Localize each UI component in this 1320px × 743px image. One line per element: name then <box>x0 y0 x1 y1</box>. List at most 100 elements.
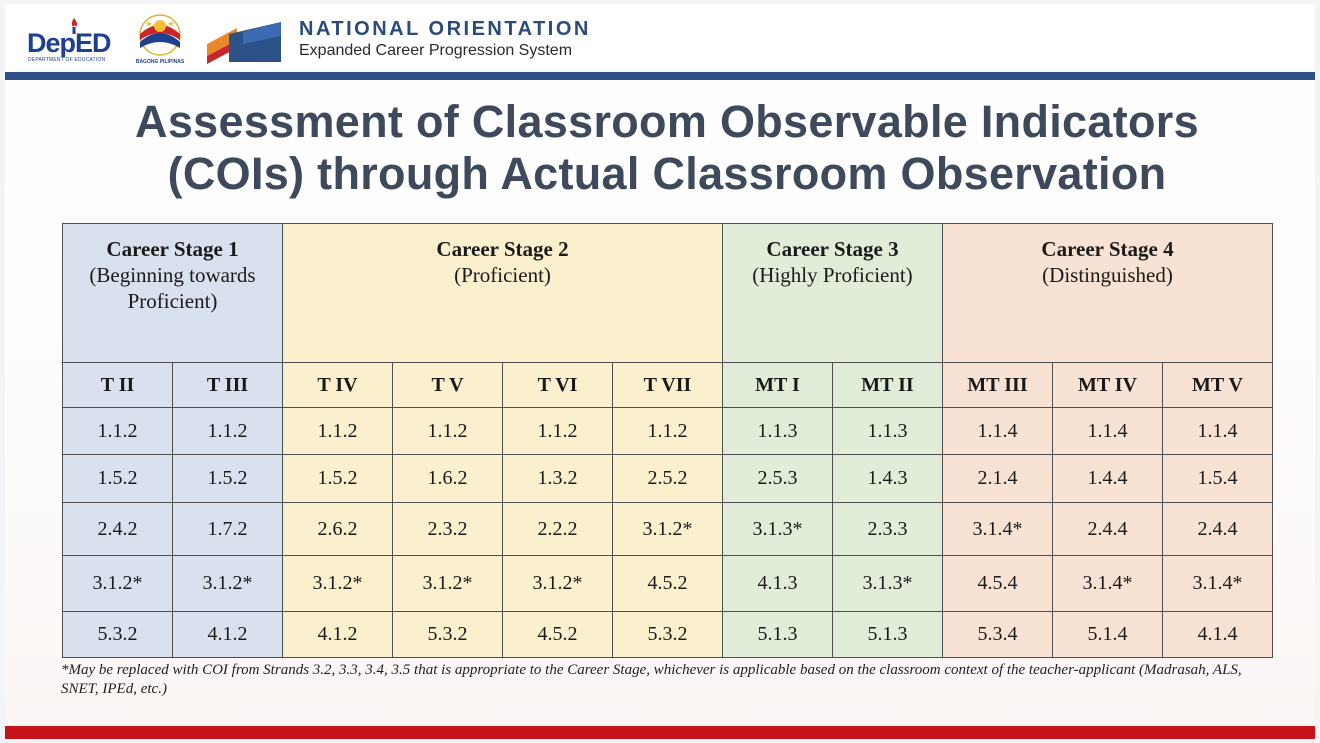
table-cell: 2.6.2 <box>282 502 393 556</box>
position-header-row: T II T III T IV T V T VI T VII MT I MT I… <box>62 362 1273 408</box>
table-row: 5.3.2 4.1.2 4.1.2 5.3.2 4.5.2 5.3.2 5.1.… <box>62 611 1273 658</box>
table-cell: 4.1.3 <box>722 555 833 612</box>
table-cell: 1.1.3 <box>832 407 943 455</box>
table-cell: 1.1.2 <box>612 407 723 455</box>
table-cell: 2.5.3 <box>722 454 833 503</box>
table-cell: 4.5.4 <box>942 555 1053 612</box>
table-cell: 3.1.3* <box>832 555 943 612</box>
table-cell: 1.1.2 <box>62 407 173 455</box>
table-cell: 4.5.2 <box>612 555 723 612</box>
career-stage-3-header: Career Stage 3 (Highly Proficient) <box>722 223 943 363</box>
table-row: 1.5.2 1.5.2 1.5.2 1.6.2 1.3.2 2.5.2 2.5.… <box>62 454 1273 503</box>
table-cell: 2.4.4 <box>1052 502 1163 556</box>
stage-name: Career Stage 2 <box>436 237 569 261</box>
stage-description: (Distinguished) <box>1042 263 1173 287</box>
slide: DepED DEPARTMENT OF EDUCATION BAGONG PIL… <box>5 4 1315 739</box>
position-header: T V <box>392 362 503 408</box>
table-cell: 1.7.2 <box>172 502 283 556</box>
stage-name: Career Stage 3 <box>766 237 899 261</box>
coi-table: Career Stage 1 (Beginning towards Profic… <box>62 223 1273 658</box>
table-cell: 3.1.3* <box>722 502 833 556</box>
table-row: 1.1.2 1.1.2 1.1.2 1.1.2 1.1.2 1.1.2 1.1.… <box>62 407 1273 455</box>
slide-title: Assessment of Classroom Observable Indic… <box>65 96 1269 200</box>
slide-title-line-2: (COIs) through Actual Classroom Observat… <box>167 148 1167 199</box>
table-cell: 1.1.4 <box>942 407 1053 455</box>
position-header: MT IV <box>1052 362 1163 408</box>
career-stage-4-header: Career Stage 4 (Distinguished) <box>942 223 1273 363</box>
header-divider-bar <box>5 72 1315 80</box>
stage-header-row: Career Stage 1 (Beginning towards Profic… <box>62 223 1273 363</box>
table-cell: 1.1.4 <box>1162 407 1273 455</box>
torch-icon <box>71 18 78 34</box>
table-cell: 3.1.4* <box>1162 555 1273 612</box>
position-header: T VI <box>502 362 613 408</box>
bottom-accent-bar <box>5 726 1315 739</box>
table-cell: 2.5.2 <box>612 454 723 503</box>
org-subtitle: Expanded Career Progression System <box>299 42 573 59</box>
stage-description: (Highly Proficient) <box>752 263 913 287</box>
table-cell: 1.1.2 <box>502 407 613 455</box>
table-cell: 3.1.2* <box>62 555 173 612</box>
table-cell: 5.1.3 <box>832 611 943 658</box>
deped-logo-subtext: DEPARTMENT OF EDUCATION <box>28 57 106 63</box>
stage-description: (Proficient) <box>454 263 551 287</box>
position-header: T III <box>172 362 283 408</box>
footnote: *May be replaced with COI from Strands 3… <box>61 662 1242 697</box>
table-cell: 4.5.2 <box>502 611 613 658</box>
table-cell: 3.1.4* <box>1052 555 1163 612</box>
table-cell: 5.3.2 <box>612 611 723 658</box>
table-cell: 1.1.2 <box>392 407 503 455</box>
table-cell: 1.4.4 <box>1052 454 1163 503</box>
deped-logo-text: DepED <box>27 28 112 58</box>
table-cell: 2.4.2 <box>62 502 173 556</box>
table-cell: 1.6.2 <box>392 454 503 503</box>
table-row: 3.1.2* 3.1.2* 3.1.2* 3.1.2* 3.1.2* 4.5.2… <box>62 555 1273 612</box>
career-stage-1-header: Career Stage 1 (Beginning towards Profic… <box>62 223 283 363</box>
position-header: MT V <box>1162 362 1273 408</box>
org-title: NATIONAL ORIENTATION <box>299 18 591 40</box>
table-cell: 3.1.2* <box>502 555 613 612</box>
table-cell: 1.5.4 <box>1162 454 1273 503</box>
table-cell: 5.3.4 <box>942 611 1053 658</box>
bagong-pilipinas-logo: BAGONG PILIPINAS <box>131 12 189 70</box>
table-cell: 1.5.2 <box>172 454 283 503</box>
table-cell: 3.1.4* <box>942 502 1053 556</box>
table-cell: 4.1.2 <box>282 611 393 658</box>
table-cell: 3.1.2* <box>392 555 503 612</box>
slide-title-line-1: Assessment of Classroom Observable Indic… <box>135 96 1199 147</box>
table-cell: 4.1.2 <box>172 611 283 658</box>
table-cell: 1.1.2 <box>282 407 393 455</box>
table-cell: 1.5.2 <box>282 454 393 503</box>
position-header: MT I <box>722 362 833 408</box>
table-cell: 2.3.2 <box>392 502 503 556</box>
table-cell: 3.1.2* <box>282 555 393 612</box>
bagong-pilipinas-emblem-icon <box>139 14 181 56</box>
header: DepED DEPARTMENT OF EDUCATION BAGONG PIL… <box>5 4 1315 72</box>
table-cell: 3.1.2* <box>172 555 283 612</box>
table-row: 2.4.2 1.7.2 2.6.2 2.3.2 2.2.2 3.1.2* 3.1… <box>62 502 1273 556</box>
table-cell: 1.3.2 <box>502 454 613 503</box>
ecps-logo-icon <box>207 22 281 64</box>
table-cell: 5.1.3 <box>722 611 833 658</box>
position-header: MT III <box>942 362 1053 408</box>
table-cell: 1.1.3 <box>722 407 833 455</box>
table-cell: 2.4.4 <box>1162 502 1273 556</box>
table-cell: 4.1.4 <box>1162 611 1273 658</box>
table-cell: 1.1.4 <box>1052 407 1163 455</box>
table-cell: 2.1.4 <box>942 454 1053 503</box>
position-header: T VII <box>612 362 723 408</box>
table-cell: 1.4.3 <box>832 454 943 503</box>
stage-name: Career Stage 4 <box>1041 237 1174 261</box>
career-stage-2-header: Career Stage 2 (Proficient) <box>282 223 723 363</box>
position-header: T II <box>62 362 173 408</box>
table-cell: 1.5.2 <box>62 454 173 503</box>
position-header: MT II <box>832 362 943 408</box>
table-cell: 2.2.2 <box>502 502 613 556</box>
table-cell: 3.1.2* <box>612 502 723 556</box>
table-cell: 5.3.2 <box>62 611 173 658</box>
table-cell: 1.1.2 <box>172 407 283 455</box>
bagong-pilipinas-text: BAGONG PILIPINAS <box>135 59 185 65</box>
table-cell: 5.3.2 <box>392 611 503 658</box>
table-cell: 2.3.3 <box>832 502 943 556</box>
position-header: T IV <box>282 362 393 408</box>
